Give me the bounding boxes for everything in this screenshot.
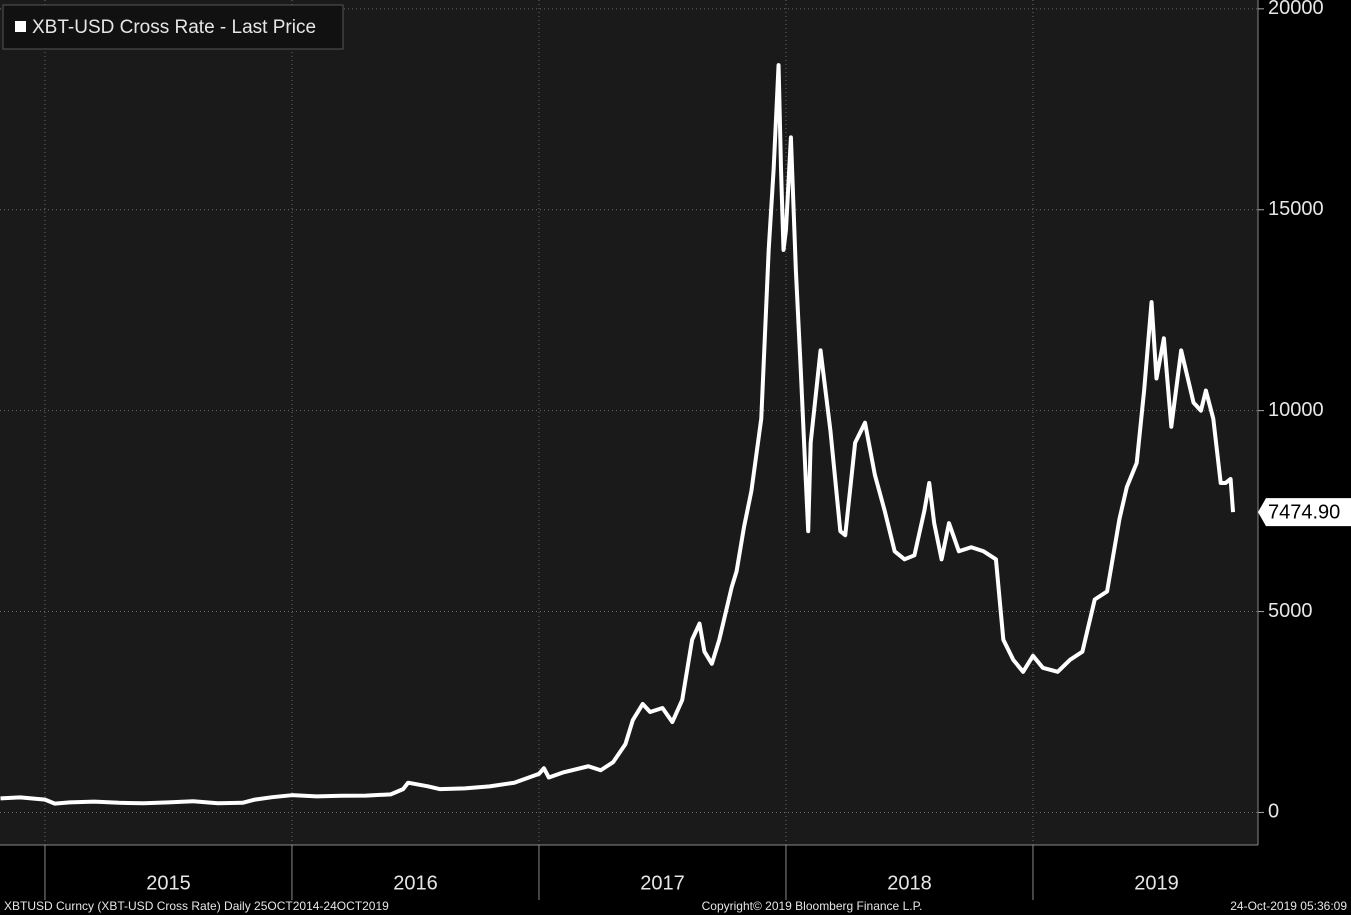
legend-box bbox=[2, 4, 344, 50]
last-price-label: 7474.90 bbox=[1268, 501, 1340, 523]
last-price-box bbox=[1258, 498, 1351, 527]
y-tick-label: 10000 bbox=[1268, 399, 1324, 421]
legend-label: XBT-USD Cross Rate - Last Price bbox=[32, 17, 316, 38]
x-tick-label: 2015 bbox=[146, 872, 191, 894]
legend-swatch bbox=[15, 21, 26, 32]
x-tick-label: 2016 bbox=[393, 872, 438, 894]
price-line bbox=[0, 63, 1236, 806]
x-tick-label: 2017 bbox=[640, 872, 685, 894]
x-tick-label: 2019 bbox=[1134, 872, 1179, 894]
lines bbox=[0, 63, 1236, 806]
footer-right: 24-Oct-2019 05:36:09 bbox=[1230, 899, 1347, 913]
plot-area bbox=[0, 0, 1258, 845]
footer-center: Copyright© 2019 Bloomberg Finance L.P. bbox=[702, 899, 923, 913]
grid bbox=[0, 0, 1264, 900]
y-tick-label: 0 bbox=[1268, 801, 1279, 823]
footer-left: XBTUSD Curncy (XBT-USD Cross Rate) Daily… bbox=[4, 899, 389, 913]
y-tick-label: 5000 bbox=[1268, 600, 1313, 622]
legend: XBT-USD Cross Rate - Last Price bbox=[2, 4, 344, 50]
y-tick-label: 20000 bbox=[1268, 0, 1324, 19]
x-tick-label: 2018 bbox=[887, 872, 932, 894]
y-tick-label: 15000 bbox=[1268, 198, 1324, 220]
